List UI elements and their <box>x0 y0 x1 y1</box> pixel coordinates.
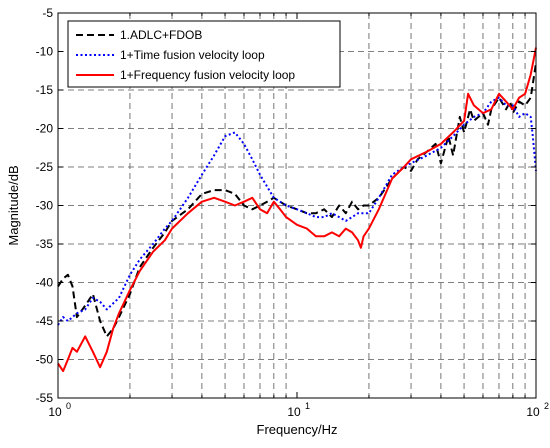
x-tick-exponent: 2 <box>544 401 549 411</box>
x-tick-exponent: 0 <box>66 401 71 411</box>
legend-label-1: 1.ADLC+FDOB <box>120 28 202 42</box>
series-group <box>57 47 537 373</box>
y-tick-label: -50 <box>36 353 54 367</box>
series-line-1 <box>57 62 537 338</box>
y-tick-label: -30 <box>36 199 54 213</box>
y-tick-label: -5 <box>42 6 53 20</box>
legend-label-2: 1+Time fusion velocity loop <box>120 48 265 62</box>
y-tick-label: -40 <box>36 276 54 290</box>
x-tick-label: 10 <box>526 405 540 419</box>
series-line-3 <box>57 47 537 373</box>
tick-labels: -55 -50 -45 -40 -35 -30 -25 -20 -15 -10 -5 10 0 10 1 10… <box>36 6 549 419</box>
y-tick-label: -55 <box>36 391 54 405</box>
x-tick-label: 10 <box>287 405 301 419</box>
legend: 1.ADLC+FDOB 1+Time fusion velocity loop 1+… <box>67 20 341 88</box>
y-tick-label: -10 <box>36 45 54 59</box>
x-axis-label: Frequency/Hz <box>257 422 338 437</box>
series-line-2 <box>57 96 537 326</box>
x-tick-exponent: 1 <box>305 401 310 411</box>
y-axis-label: Magnitude/dB <box>6 165 21 245</box>
y-tick-label: -25 <box>36 160 54 174</box>
legend-items: 1.ADLC+FDOB 1+Time fusion velocity loop 1+… <box>76 28 295 82</box>
legend-label-3: 1+Frequency fusion velocity loop <box>120 68 295 82</box>
ticks <box>57 12 536 399</box>
y-tick-label: -35 <box>36 237 54 251</box>
y-tick-label: -45 <box>36 314 54 328</box>
y-tick-label: -15 <box>36 83 54 97</box>
y-tick-label: -20 <box>36 122 54 136</box>
x-tick-label: 10 <box>48 405 62 419</box>
